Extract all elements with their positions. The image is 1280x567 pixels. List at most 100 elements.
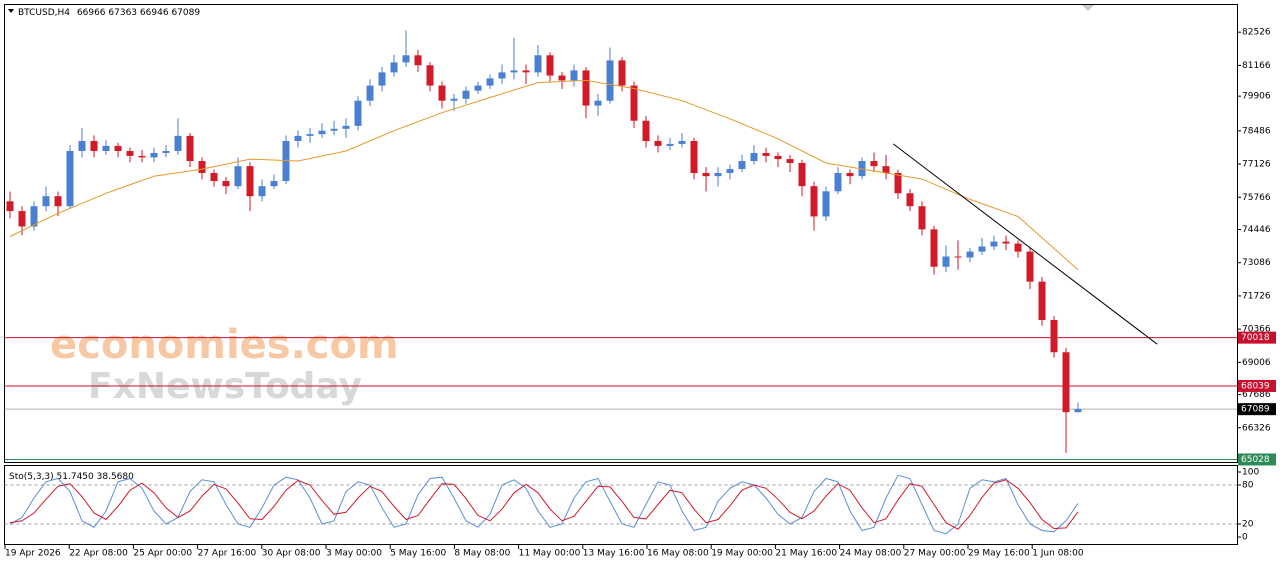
x-tick-label: 5 May 16:00 — [390, 549, 446, 559]
y-tick-label: 66326 — [1242, 423, 1271, 433]
level-label-box — [1238, 331, 1276, 344]
candle-body — [198, 161, 206, 173]
y-tick-label: 75766 — [1242, 193, 1271, 203]
candle-body — [582, 70, 590, 106]
candle-body — [174, 135, 182, 152]
candle-body — [306, 134, 314, 136]
candle-body — [186, 135, 194, 162]
candle-body — [558, 75, 566, 81]
candle-body — [294, 135, 302, 141]
candle-body — [42, 196, 50, 207]
candle-body — [642, 120, 650, 141]
x-tick-label: 27 May 00:00 — [904, 549, 966, 559]
indicator-header: Sto(5,3,3) 51.7450 38.5680 — [9, 472, 134, 482]
candle-body — [570, 70, 578, 81]
symbol-header: BTCUSD,H4 66966 67363 66946 67089 — [18, 8, 200, 18]
high-value: 67363 — [108, 8, 137, 18]
candle-body — [162, 151, 170, 153]
level-label-box — [1238, 379, 1276, 392]
candle-body — [786, 159, 794, 163]
candle-body — [258, 186, 266, 197]
candle-body — [522, 70, 530, 73]
symbol-menu-arrow — [8, 9, 14, 13]
candle-body — [702, 172, 710, 177]
candle-body — [366, 85, 374, 101]
candle-body — [474, 85, 482, 91]
candle-body — [426, 65, 434, 86]
candle-body — [234, 166, 242, 187]
candle-body — [18, 211, 26, 227]
indicator-tick-label: 80 — [1242, 481, 1254, 491]
y-tick-label: 79906 — [1242, 92, 1271, 102]
candle-body — [354, 100, 362, 126]
x-tick-label: 8 May 08:00 — [454, 549, 510, 559]
current-price-box — [1238, 403, 1276, 416]
candle-body — [378, 72, 386, 86]
x-tick-label: 1 Jun 08:00 — [1032, 549, 1084, 559]
watermark: economies.com — [50, 322, 399, 368]
candle-body — [246, 166, 254, 197]
candle-body — [1050, 319, 1058, 353]
candle-body — [630, 85, 638, 121]
stochastic-main — [9, 474, 1079, 535]
watermark: FxNewsToday — [88, 366, 362, 407]
symbol: BTCUSD,H4 — [18, 8, 70, 18]
candle-body — [126, 151, 134, 156]
stochastic-signal — [9, 479, 1079, 530]
candle-body — [678, 140, 686, 144]
candle-body — [834, 172, 842, 192]
candle-body — [966, 251, 974, 258]
candle-body — [1062, 352, 1070, 413]
scroll-marker — [1082, 5, 1094, 11]
x-tick-label: 11 May 00:00 — [519, 549, 581, 559]
candle-body — [882, 166, 890, 173]
y-tick-label: 67686 — [1242, 390, 1271, 400]
candle-body — [1074, 409, 1082, 413]
candle-body — [534, 55, 542, 73]
candle-body — [978, 246, 986, 252]
candle-body — [990, 241, 998, 247]
candle-body — [942, 256, 950, 267]
indicator-main-value: 51.7450 — [57, 472, 94, 482]
candle-body — [270, 181, 278, 187]
y-tick-label: 78486 — [1242, 126, 1271, 136]
candle-body — [78, 140, 86, 152]
candle-body — [954, 256, 962, 258]
y-tick-label: 74446 — [1242, 225, 1271, 235]
candle-body — [726, 169, 734, 173]
candle-body — [1014, 243, 1022, 252]
low-value: 66946 — [140, 8, 169, 18]
y-tick-label: 70366 — [1242, 325, 1271, 335]
candle-body — [930, 229, 938, 267]
x-tick-label: 13 May 16:00 — [583, 549, 645, 559]
candle-body — [114, 145, 122, 152]
candle-body — [750, 152, 758, 162]
candle-body — [1026, 251, 1034, 282]
candle-body — [498, 72, 506, 79]
candle-body — [654, 140, 662, 146]
y-tick-label: 82526 — [1242, 28, 1271, 38]
candle-body — [714, 172, 722, 177]
open-value: 66966 — [77, 8, 106, 18]
trend-line — [892, 143, 1158, 345]
y-tick-label: 71726 — [1242, 291, 1271, 301]
indicator-tick-label: 0 — [1242, 533, 1248, 543]
candle-body — [762, 152, 770, 156]
y-tick-label: 81166 — [1242, 61, 1271, 71]
candle-body — [846, 172, 854, 177]
candle-body — [738, 161, 746, 170]
x-tick-label: 21 May 16:00 — [775, 549, 837, 559]
x-tick-label: 24 May 08:00 — [840, 549, 902, 559]
indicator-panel — [4, 465, 1238, 545]
x-tick-label: 27 Apr 16:00 — [198, 549, 257, 559]
candle-body — [210, 172, 218, 182]
candle-body — [150, 152, 158, 158]
candle-body — [30, 206, 38, 227]
candle-body — [1002, 241, 1010, 244]
x-tick-label: 25 Apr 00:00 — [133, 549, 192, 559]
candle-body — [510, 70, 518, 73]
candle-body — [666, 143, 674, 146]
x-tick-label: 16 May 08:00 — [647, 549, 709, 559]
y-tick-label: 77126 — [1242, 160, 1271, 170]
